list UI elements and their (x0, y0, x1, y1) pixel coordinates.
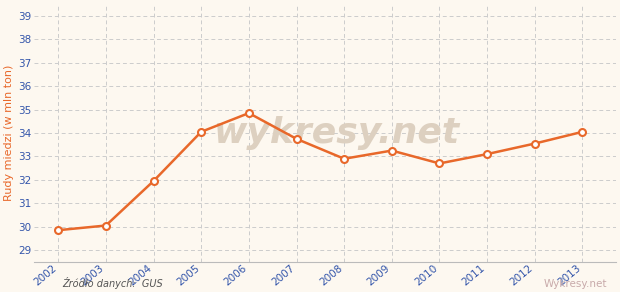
Text: wykresy.net: wykresy.net (214, 116, 460, 150)
Text: Wykresy.net: Wykresy.net (544, 279, 608, 289)
Text: Źródło danych:  GUS: Źródło danych: GUS (62, 277, 162, 289)
Y-axis label: Rudy miedzi (w mln ton): Rudy miedzi (w mln ton) (4, 65, 14, 201)
